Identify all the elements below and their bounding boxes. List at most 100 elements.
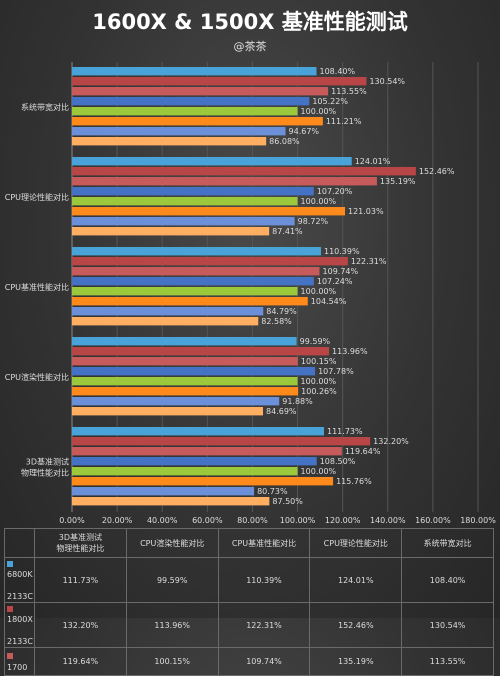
data-label: 100.00% bbox=[301, 377, 337, 386]
table-header-cell: CPU基准性能对比 bbox=[217, 528, 311, 558]
data-label: 100.26% bbox=[301, 387, 337, 396]
x-tick-label: 100.00% bbox=[280, 516, 316, 525]
data-label: 100.00% bbox=[301, 107, 337, 116]
data-label: 122.31% bbox=[351, 257, 387, 266]
bar bbox=[72, 367, 316, 376]
x-axis: 0.00% 20.00% 40.00% 60.00% 80.00% 100.00% 120.… bbox=[59, 516, 496, 525]
table-row: 6800K2133C15111.73%99.59%110.39%124.01%1… bbox=[4, 557, 494, 603]
table-value-cell: 132.20% bbox=[34, 602, 127, 648]
data-label: 98.72% bbox=[298, 217, 329, 226]
category-label: CPU基准性能对比 bbox=[5, 282, 69, 292]
bar bbox=[72, 107, 298, 116]
data-label: 80.73% bbox=[257, 487, 288, 496]
table-header-cell: 3D基准测试 物理性能对比 bbox=[34, 528, 127, 558]
bar bbox=[72, 167, 416, 176]
bar bbox=[72, 267, 320, 276]
bar bbox=[72, 347, 330, 356]
bar bbox=[72, 477, 334, 486]
table-value-cell: 124.01% bbox=[309, 557, 403, 603]
legend-swatch bbox=[7, 653, 13, 659]
bar bbox=[72, 97, 310, 106]
x-tick-label: 60.00% bbox=[192, 516, 223, 525]
bar bbox=[72, 287, 298, 296]
bar bbox=[72, 217, 295, 226]
bar bbox=[72, 297, 308, 306]
data-label: 108.40% bbox=[320, 67, 356, 76]
data-label: 91.88% bbox=[282, 397, 313, 406]
x-tick-label: 20.00% bbox=[102, 516, 133, 525]
category-label: CPU理论性能对比 bbox=[5, 192, 69, 202]
table-value-cell: 130.54% bbox=[401, 602, 494, 648]
data-label: 152.46% bbox=[419, 167, 455, 176]
x-tick-label: 40.00% bbox=[147, 516, 178, 525]
data-label: 109.74% bbox=[323, 267, 359, 276]
x-tick-label: 0.00% bbox=[59, 516, 85, 525]
bar bbox=[72, 197, 298, 206]
x-tick-label: 80.00% bbox=[237, 516, 268, 525]
bar bbox=[72, 177, 377, 186]
data-label: 119.64% bbox=[345, 447, 381, 456]
category-label: 系统带宽对比 bbox=[21, 102, 69, 112]
data-label: 107.20% bbox=[317, 187, 353, 196]
x-tick-label: 160.00% bbox=[415, 516, 451, 525]
table-row: 1800X2133C15132.20%113.96%122.31%152.46%… bbox=[4, 602, 494, 648]
data-label: 107.78% bbox=[318, 367, 354, 376]
chart-title: 1600X & 1500X 基准性能测试 bbox=[92, 10, 408, 34]
table-header-cell: 系统带宽对比 bbox=[401, 528, 494, 558]
table-body: 6800K2133C15111.73%99.59%110.39%124.01%1… bbox=[4, 557, 494, 676]
bar bbox=[72, 247, 321, 256]
category-label: 物理性能对比 bbox=[21, 468, 69, 478]
data-table: 3D基准测试 物理性能对比 CPU渲染性能对比 CPU基准性能对比 CPU理论性能对比系… bbox=[4, 528, 494, 676]
table-value-cell: 100.15% bbox=[125, 647, 219, 676]
bar bbox=[72, 227, 270, 236]
data-label: 105.22% bbox=[312, 97, 348, 106]
data-label: 108.50% bbox=[320, 457, 356, 466]
data-label: 132.20% bbox=[373, 437, 409, 446]
data-labels: 111.73%132.20%119.64%108.50%100.00%115.7… bbox=[257, 67, 455, 506]
table-value-cell: 110.39% bbox=[217, 557, 311, 603]
bar bbox=[72, 77, 367, 86]
table-corner-cell bbox=[4, 528, 35, 558]
series-legend-cell: 6800K2133C15 bbox=[4, 557, 35, 603]
chart-subtitle: @茶茶 bbox=[233, 40, 267, 53]
bar bbox=[72, 437, 371, 446]
data-label: 107.24% bbox=[317, 277, 353, 286]
table-header-cell: CPU理论性能对比 bbox=[309, 528, 403, 558]
data-label: 100.00% bbox=[301, 467, 337, 476]
category-label: CPU渲染性能对比 bbox=[5, 372, 69, 382]
series-legend-cell: 1800X2133C15 bbox=[4, 602, 35, 648]
data-label: 111.21% bbox=[326, 117, 362, 126]
data-label: 130.54% bbox=[369, 77, 405, 86]
bar bbox=[72, 357, 298, 366]
data-label: 94.67% bbox=[289, 127, 320, 136]
data-label: 135.19% bbox=[380, 177, 416, 186]
bars bbox=[72, 67, 416, 506]
table-value-cell: 99.59% bbox=[125, 557, 219, 603]
data-label: 87.50% bbox=[272, 497, 303, 506]
bar bbox=[72, 397, 280, 406]
data-label: 86.08% bbox=[269, 137, 300, 146]
bar bbox=[72, 87, 329, 96]
data-label: 104.54% bbox=[311, 297, 347, 306]
bar bbox=[72, 467, 298, 476]
table-value-cell: 113.96% bbox=[125, 602, 219, 648]
bar bbox=[72, 277, 314, 286]
table-value-cell: 109.74% bbox=[217, 647, 311, 676]
table-value-cell: 111.73% bbox=[34, 557, 127, 603]
bar bbox=[72, 317, 259, 326]
bar bbox=[72, 187, 314, 196]
bar bbox=[72, 487, 255, 496]
table-value-cell: 135.19% bbox=[309, 647, 403, 676]
bar bbox=[72, 307, 264, 316]
x-tick-label: 120.00% bbox=[325, 516, 361, 525]
bar bbox=[72, 407, 264, 416]
table-header-cell: CPU渲染性能对比 bbox=[125, 528, 219, 558]
bar bbox=[72, 127, 286, 136]
category-label: 3D基准测试 bbox=[26, 457, 69, 467]
data-label: 121.03% bbox=[348, 207, 384, 216]
bar-chart: 0.00% 20.00% 40.00% 60.00% 80.00% 100.00% 120.… bbox=[5, 62, 496, 525]
x-tick-label: 180.00% bbox=[460, 516, 496, 525]
data-label: 99.59% bbox=[300, 337, 331, 346]
data-label: 84.69% bbox=[266, 407, 297, 416]
